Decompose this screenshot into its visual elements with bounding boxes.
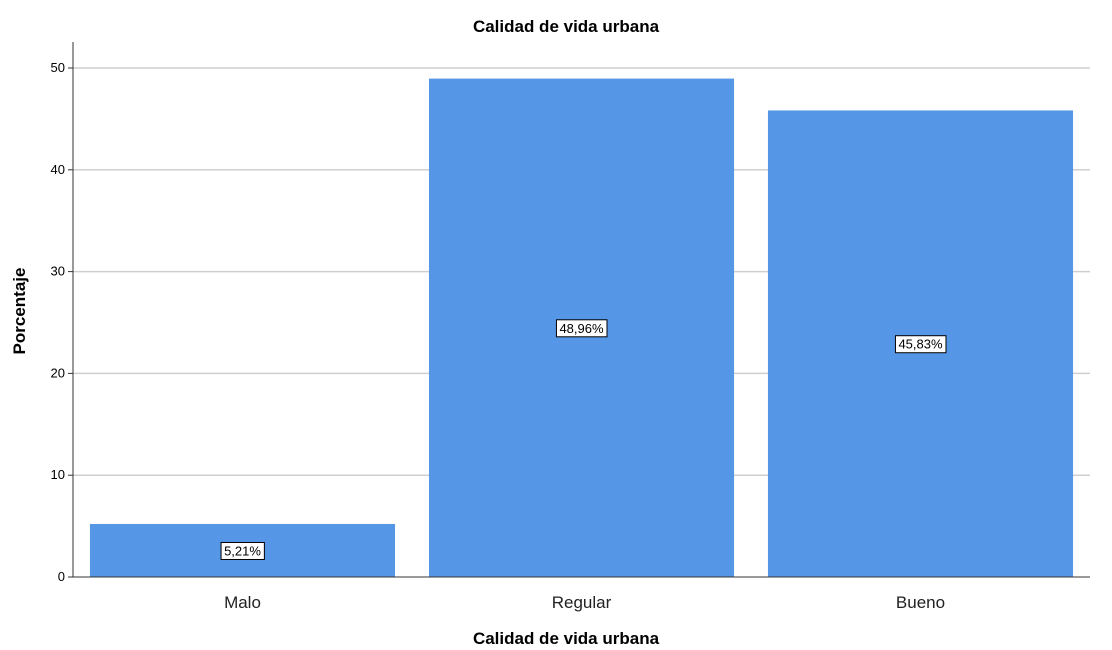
y-axis-title: Porcentaje [10,268,29,355]
y-axis-ticks: 0 10 20 30 40 50 [51,60,73,584]
data-label-box [894,335,947,354]
data-label: 45,83% [894,335,947,354]
y-tick-label: 10 [51,467,65,482]
y-tick-label: 40 [51,162,65,177]
y-tick-label: 20 [51,365,65,380]
y-tick-label: 30 [51,264,65,279]
data-labels: 5,21% 48,96% 45,83% [220,319,947,560]
x-tick-label: Regular [552,593,612,612]
data-label-text: 48,96% [559,321,604,336]
x-axis-ticks: Malo Regular Bueno [224,593,945,612]
data-label: 48,96% [555,319,608,338]
data-label-box [220,541,265,560]
data-label-text: 5,21% [224,543,261,558]
data-label-box [555,319,608,338]
x-tick-label: Bueno [896,593,945,612]
data-label: 5,21% [220,541,265,560]
chart-title: Calidad de vida urbana [473,17,660,36]
x-axis-title: Calidad de vida urbana [473,629,660,648]
x-tick-label: Malo [224,593,261,612]
data-label-text: 45,83% [898,337,943,352]
y-tick-label: 50 [51,60,65,75]
y-tick-label: 0 [58,569,65,584]
